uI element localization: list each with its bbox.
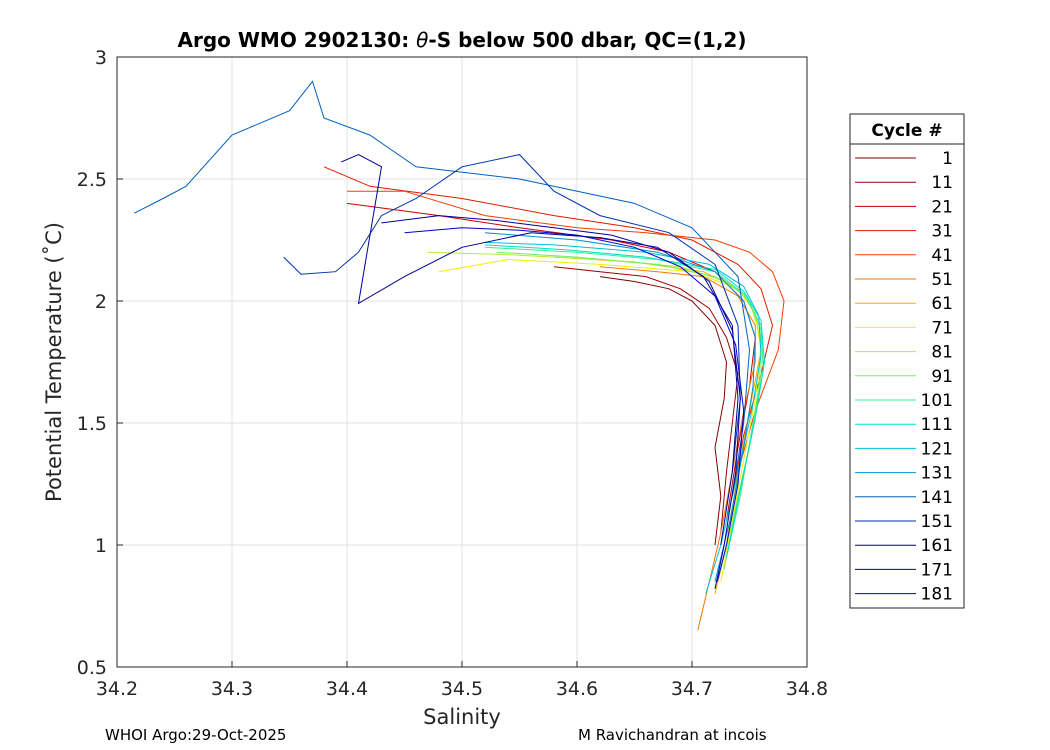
series-line-15 [134, 80, 751, 497]
x-tick-label: 34.7 [671, 678, 713, 700]
legend-label: 151 [921, 512, 953, 532]
y-tick-label: 2 [95, 291, 107, 313]
x-axis-label: Salinity [423, 705, 501, 729]
series-line-8 [438, 258, 762, 582]
x-axis: 34.2 34.3 34.4 34.5 34.6 34.7 34.8 [96, 661, 828, 700]
x-tick-label: 34.3 [211, 678, 253, 700]
legend-label: 181 [921, 585, 953, 605]
footer-left: WHOI Argo:29-Oct-2025 [105, 726, 286, 744]
series-line-2 [553, 266, 739, 533]
x-tick-label: 34.4 [326, 678, 368, 700]
legend-label: 171 [921, 560, 953, 580]
series-line-12 [484, 244, 766, 558]
legend-label: 91 [931, 367, 953, 387]
legend-label: 1 [942, 149, 953, 169]
y-tick-label: 3 [95, 47, 107, 69]
x-tick-label: 34.6 [556, 678, 598, 700]
footer-right: M Ravichandran at incois [578, 726, 767, 744]
legend-label: 61 [931, 294, 953, 314]
x-tick-label: 34.2 [96, 678, 138, 700]
legend: Cycle # 11121314151617181911011111211311… [849, 113, 965, 609]
legend-title: Cycle # [871, 121, 942, 141]
legend-label: 101 [921, 391, 953, 411]
legend-entries: 1112131415161718191101111121131141151161… [855, 149, 953, 605]
legend-label: 51 [931, 270, 953, 290]
series-line-14 [484, 232, 756, 582]
series-layer [134, 80, 785, 631]
legend-box [849, 113, 965, 609]
series-line-16 [283, 154, 741, 472]
x-tick-label: 34.5 [441, 678, 483, 700]
legend-label: 41 [931, 246, 953, 266]
y-tick-label: 2.5 [77, 169, 107, 191]
y-axis-label: Potential Temperature (˚C) [42, 222, 66, 502]
legend-label: 161 [921, 536, 953, 556]
y-tick-label: 1 [95, 535, 107, 557]
y-axis: 0.5 1 1.5 2 2.5 3 [77, 47, 123, 679]
legend-label: 81 [931, 343, 953, 363]
series-line-1 [599, 276, 728, 546]
legend-label: 121 [921, 439, 953, 459]
series-line-17 [341, 154, 739, 546]
series-line-5 [347, 190, 785, 472]
series-line-19 [404, 227, 745, 582]
chart-title: Argo WMO 2902130: θ-S below 500 dbar, QC… [178, 28, 747, 52]
legend-label: 111 [921, 415, 953, 435]
series-line-6 [599, 266, 756, 631]
legend-label: 141 [921, 488, 953, 508]
legend-label: 31 [931, 222, 953, 242]
legend-label: 71 [931, 318, 953, 338]
legend-label: 131 [921, 464, 953, 484]
series-line-18 [381, 215, 741, 590]
legend-label: 21 [931, 197, 953, 217]
legend-label: 11 [931, 173, 953, 193]
x-tick-label: 34.8 [786, 678, 828, 700]
y-tick-label: 0.5 [77, 657, 107, 679]
y-tick-label: 1.5 [77, 413, 107, 435]
